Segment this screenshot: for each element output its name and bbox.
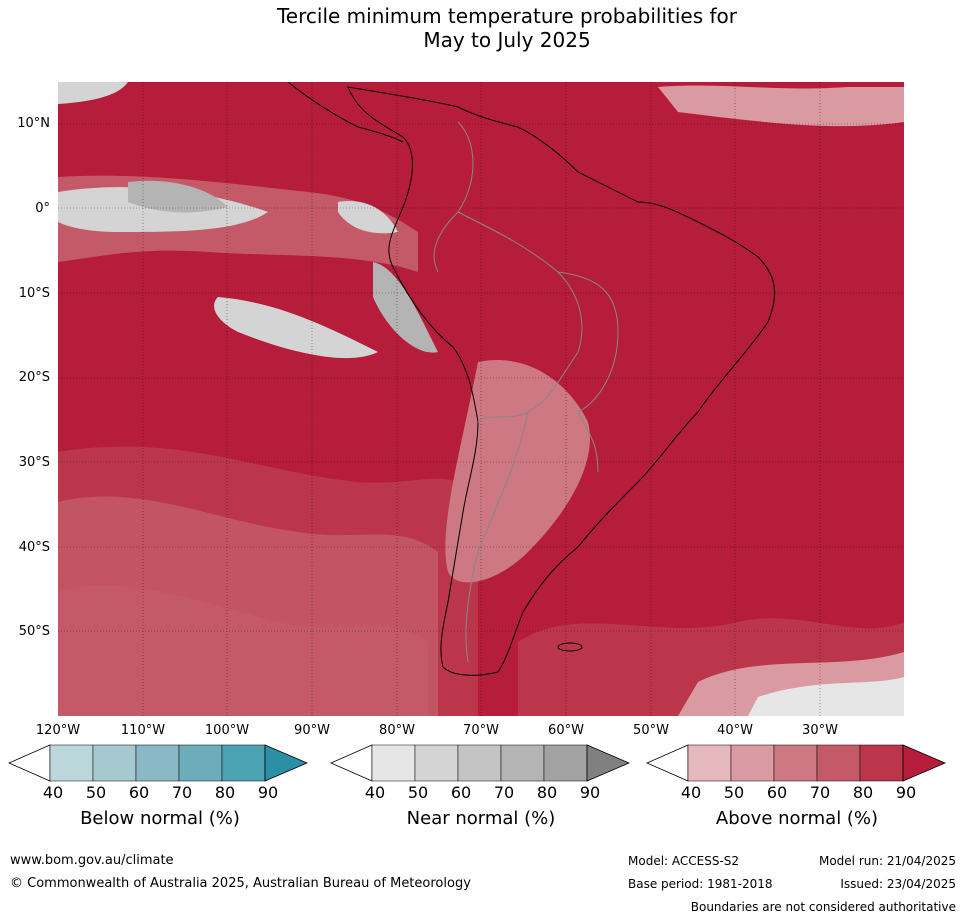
tick-label: 60 [128, 783, 150, 802]
tick-label: 60 [766, 783, 788, 802]
lon-label-50w: 50°W [633, 723, 669, 738]
title-line-2: May to July 2025 [423, 28, 591, 52]
lon-label-70w: 70°W [463, 723, 499, 738]
colorbar-left-arrow [330, 744, 373, 782]
issued-info: Issued: 23/04/2025 [840, 877, 956, 891]
tick-label: 50 [723, 783, 745, 802]
tick-label: 90 [895, 783, 917, 802]
model-info: Model: ACCESS-S2 [628, 854, 740, 868]
lat-label-10s: 10°S [18, 286, 50, 301]
colorbar-segment [543, 744, 588, 782]
chart-title: Tercile minimum temperature probabilitie… [0, 4, 965, 52]
lon-label-110w: 110°W [120, 723, 166, 738]
tick-label: 40 [680, 783, 702, 802]
lon-label-120w: 120°W [35, 723, 81, 738]
lon-label-40w: 40°W [717, 723, 753, 738]
title-line-1: Tercile minimum temperature probabilitie… [276, 4, 738, 28]
colorbar-segment [773, 744, 818, 782]
colorbar-left-arrow [8, 744, 51, 782]
colorbar-right-arrow [902, 744, 947, 782]
colorbar-segment [859, 744, 904, 782]
copyright-text: © Commonwealth of Australia 2025, Austra… [10, 876, 471, 891]
colorbar-segment [92, 744, 137, 782]
tick-label: 50 [407, 783, 429, 802]
colorbar-left-arrow [646, 744, 689, 782]
above-normal-title: Above normal (%) [715, 808, 879, 829]
tick-label: 80 [852, 783, 874, 802]
country-borders [433, 121, 619, 663]
near-normal-patch-galapagos [338, 201, 398, 234]
tick-label: 40 [364, 783, 386, 802]
colorbar-segment [730, 744, 775, 782]
near-normal-peru-coast [373, 262, 438, 353]
below-normal-title: Below normal (%) [80, 808, 240, 829]
lon-label-30w: 30°W [802, 723, 838, 738]
colorbar-segment [49, 744, 94, 782]
central-america-coastline [287, 82, 404, 143]
above-normal-colorbar [646, 744, 947, 782]
near-normal-colorbar [330, 744, 631, 782]
tick-label: 50 [85, 783, 107, 802]
near-normal-title: Near normal (%) [406, 808, 556, 829]
graticule [58, 82, 904, 716]
colorbar-right-arrow [586, 744, 631, 782]
lat-label-50s: 50°S [18, 624, 50, 639]
below-normal-colorbar [8, 744, 309, 782]
tick-label: 90 [257, 783, 279, 802]
colorbar-segment [457, 744, 502, 782]
lat-label-30s: 30°S [18, 455, 50, 470]
tick-label: 70 [809, 783, 831, 802]
near-normal-northwest-patch [58, 82, 128, 104]
falkland-islands [557, 642, 583, 652]
website-link[interactable]: www.bom.gov.au/climate [10, 853, 174, 868]
tick-label: 80 [214, 783, 236, 802]
colorbar-segment [221, 744, 266, 782]
tick-label: 70 [493, 783, 515, 802]
colorbar-segment [816, 744, 861, 782]
lon-label-90w: 90°W [294, 723, 330, 738]
above-normal-atlantic-patch [658, 85, 904, 127]
map-canvas [58, 82, 904, 716]
south-america-coastline [347, 86, 776, 676]
lat-label-20s: 20°S [18, 370, 50, 385]
lat-label-10n: 10°N [17, 116, 50, 131]
above-normal-band-south [58, 585, 428, 716]
colorbar-right-arrow [264, 744, 309, 782]
colorbar-segment [371, 744, 416, 782]
colorbar-segment [687, 744, 732, 782]
model-run-info: Model run: 21/04/2025 [818, 854, 956, 868]
colorbar-segment [135, 744, 180, 782]
near-normal-southeast-pacific [214, 297, 378, 359]
above-normal-southern-cone [445, 360, 590, 583]
near-normal-core [128, 180, 228, 213]
colorbar-segment [414, 744, 459, 782]
lon-label-60w: 60°W [548, 723, 584, 738]
probability-map [58, 82, 904, 716]
tick-label: 70 [171, 783, 193, 802]
colorbar-segment [500, 744, 545, 782]
boundaries-disclaimer: Boundaries are not considered authoritat… [690, 900, 956, 914]
tick-label: 40 [42, 783, 64, 802]
base-period-info: Base period: 1981-2018 [628, 877, 773, 891]
near-normal-patch-southeast [748, 677, 904, 716]
lat-label-0: 0° [35, 201, 50, 216]
tick-label: 80 [536, 783, 558, 802]
lon-label-100w: 100°W [204, 723, 250, 738]
colorbar-segment [178, 744, 223, 782]
tick-label: 90 [579, 783, 601, 802]
lat-label-40s: 40°S [18, 540, 50, 555]
lon-label-80w: 80°W [379, 723, 415, 738]
tick-label: 60 [450, 783, 472, 802]
